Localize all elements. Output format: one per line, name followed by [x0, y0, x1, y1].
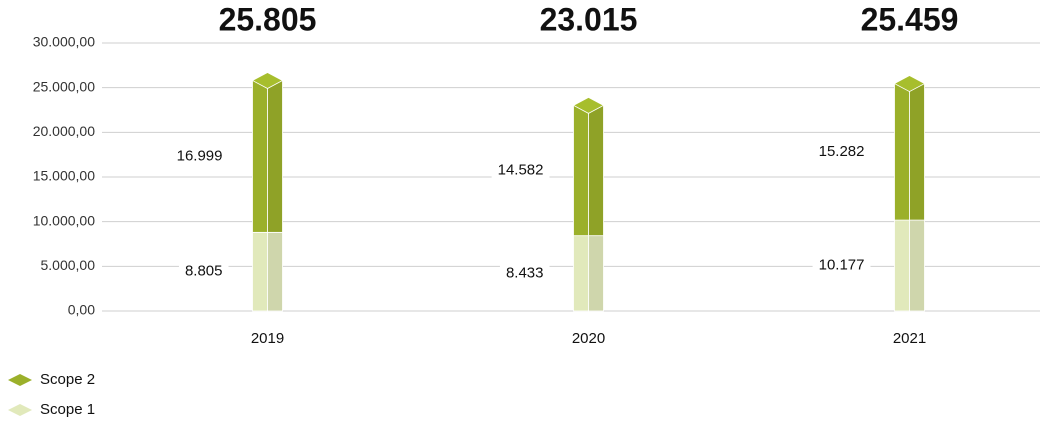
x-tick-label: 2020 — [572, 330, 605, 347]
bar-segment-left — [252, 80, 268, 233]
x-tick-label: 2019 — [251, 330, 284, 347]
y-tick-label: 10.000,00 — [33, 212, 95, 228]
data-label: 8.805 — [185, 263, 223, 280]
bar-top — [251, 72, 284, 89]
data-label-bg — [499, 262, 550, 284]
data-label-bg — [491, 159, 550, 181]
legend-label: Scope 2 — [40, 371, 95, 388]
bar-segment-right — [588, 235, 604, 312]
bar-segment-left — [894, 83, 910, 221]
data-label: 16.999 — [177, 147, 223, 164]
y-tick-label: 0,00 — [68, 302, 95, 318]
data-label-bg — [178, 260, 229, 282]
legend-swatch — [8, 404, 32, 416]
bar-segment-right — [909, 83, 925, 221]
bar-segment-left — [252, 231, 268, 312]
bar-segment-right — [909, 219, 925, 312]
data-label-bg — [170, 145, 229, 167]
legend-label: Scope 1 — [40, 401, 95, 418]
data-label: 14.582 — [498, 162, 544, 179]
x-tick-label: 2021 — [893, 330, 926, 347]
y-tick-label: 15.000,00 — [33, 168, 95, 184]
bar-segment-left — [894, 219, 910, 312]
bar-segment-right — [267, 231, 283, 312]
data-label: 8.433 — [506, 264, 544, 281]
data-label-bg — [812, 254, 871, 276]
bar-segment-right — [588, 104, 604, 237]
total-label: 25.805 — [219, 1, 317, 37]
y-tick-label: 5.000,00 — [41, 257, 96, 273]
bar-top — [893, 75, 926, 93]
data-label: 15.282 — [819, 143, 865, 160]
legend-swatch — [8, 374, 32, 386]
data-label-bg — [812, 140, 871, 162]
bar-segment-left — [573, 235, 589, 312]
y-tick-label: 20.000,00 — [33, 123, 95, 139]
y-tick-label: 25.000,00 — [33, 78, 95, 94]
y-tick-label: 30.000,00 — [33, 34, 95, 50]
total-label: 23.015 — [540, 1, 638, 37]
data-label: 10.177 — [819, 257, 865, 274]
bar-segment-left — [573, 104, 589, 237]
total-label: 25.459 — [861, 1, 959, 37]
bar-segment-right — [267, 80, 283, 233]
bar-top — [572, 96, 605, 114]
